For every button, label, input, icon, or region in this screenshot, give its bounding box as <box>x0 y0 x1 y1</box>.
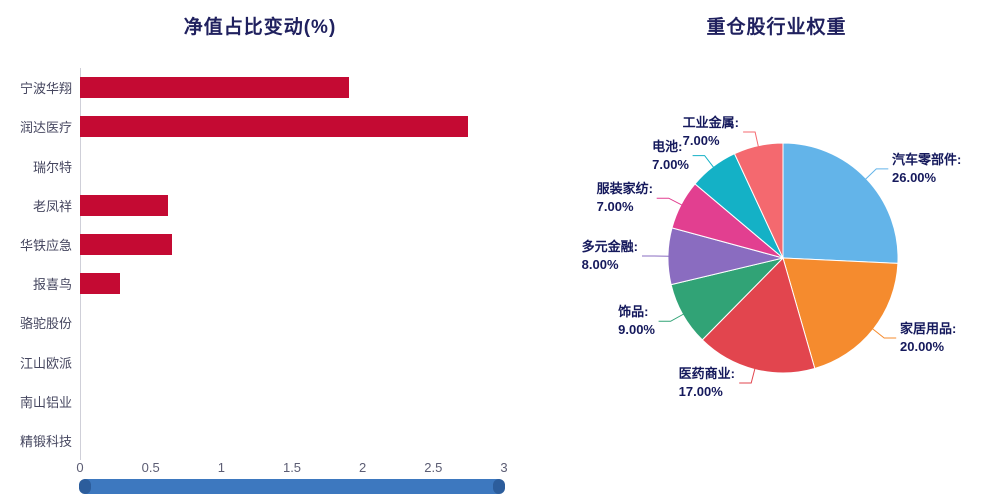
x-tick-label: 1 <box>217 460 225 475</box>
pie-label-value: 8.00% <box>581 257 619 272</box>
bar-chart-title: 净值占比变动(%) <box>183 17 337 38</box>
pie-label-line <box>743 131 760 148</box>
bar-category-label: 润达医疗 <box>19 120 72 136</box>
pie-label: 工业金属: 7.00% <box>683 114 739 150</box>
pie-label-name: 电池: <box>652 138 683 154</box>
pie-label-line <box>739 367 756 384</box>
bar[interactable] <box>80 273 120 295</box>
bar[interactable] <box>80 77 350 99</box>
bar[interactable] <box>80 233 173 255</box>
bar-category-label: 江山欧派 <box>19 355 72 371</box>
pie-label-value: 20.00% <box>900 339 945 354</box>
pie-label-line <box>692 155 715 169</box>
bar-category-label: 报喜鸟 <box>32 277 72 293</box>
x-tick-label: 2 <box>359 460 367 475</box>
pie-label: 多元金融: 8.00% <box>582 238 638 274</box>
x-tick-label: 3 <box>500 460 508 475</box>
x-tick-label: 2.5 <box>424 460 443 475</box>
bar-track <box>80 146 505 185</box>
bar-track <box>80 68 505 107</box>
pie-chart-panel: 重仓股行业权重 汽车零部件: 26.00% 家居用品: 20.00% 医药商业: 17.0… <box>560 0 993 494</box>
bar-category-label: 瑞尔特 <box>32 159 72 175</box>
bar-row: 南山铝业 <box>0 382 505 421</box>
y-axis-line <box>80 68 81 460</box>
pie-label-name: 汽车零部件: <box>892 151 962 167</box>
datazoom-handle-right[interactable] <box>493 479 505 494</box>
pie-label-value: 7.00% <box>652 157 689 172</box>
pie-label: 饰品: 9.00% <box>618 303 655 339</box>
bar-category-label: 南山铝业 <box>19 394 72 410</box>
x-tick-label: 0.5 <box>141 460 160 475</box>
bar-category-label: 骆驼股份 <box>19 316 72 332</box>
pie-label-line <box>871 327 897 339</box>
bar-row: 骆驼股份 <box>0 303 505 342</box>
bar-category-label: 宁波华翔 <box>19 81 72 97</box>
pie-label-name: 饰品: <box>618 303 649 319</box>
pie-label-name: 工业金属: <box>682 114 739 130</box>
pie-label-value: 26.00% <box>892 170 937 185</box>
x-tick-label: 0 <box>76 460 84 475</box>
pie-label-name: 家居用品: <box>900 320 957 336</box>
pie-label-name: 多元金融: <box>581 238 638 254</box>
pie-label-value: 7.00% <box>596 199 634 214</box>
pie-label: 汽车零部件: 26.00% <box>892 151 961 187</box>
pie-label-value: 7.00% <box>682 133 720 148</box>
x-axis-ticks: 0 0.5 1 1.5 2 2.5 3 <box>76 460 508 476</box>
datazoom-handle-left[interactable] <box>79 479 91 494</box>
bar-track <box>80 107 505 146</box>
pie-svg <box>642 131 899 384</box>
pie-label: 电池: 7.00% <box>652 138 689 174</box>
bar-category-label: 老凤祥 <box>32 198 72 214</box>
bar[interactable] <box>80 194 168 216</box>
bar-track <box>80 303 505 342</box>
bar-category-label: 华铁应急 <box>19 237 72 253</box>
pie-chart: 汽车零部件: 26.00% 家居用品: 20.00% 医药商业: 17.00% 饰品: 9.0… <box>560 40 993 494</box>
pie-label-value: 17.00% <box>678 384 723 399</box>
pie-label: 医药商业: 17.00% <box>679 365 735 401</box>
pie-label-name: 医药商业: <box>678 365 735 381</box>
bar-track <box>80 186 505 225</box>
bar-rows: 宁波华翔润达医疗瑞尔特老凤祥华铁应急报喜鸟骆驼股份江山欧派南山铝业精锻科技 <box>0 68 505 460</box>
bar-row: 润达医疗 <box>0 107 505 146</box>
bar-track <box>80 342 505 381</box>
bar-row: 华铁应急 <box>0 225 505 264</box>
pie-label-line <box>864 168 889 181</box>
bar-row: 报喜鸟 <box>0 264 505 303</box>
bar-row: 瑞尔特 <box>0 146 505 185</box>
bar[interactable] <box>80 116 469 138</box>
pie-label-line <box>658 313 685 322</box>
bar-category-label: 精锻科技 <box>19 433 72 449</box>
pie-label-line <box>656 197 684 207</box>
pie-label-value: 9.00% <box>618 322 655 337</box>
bar-row: 老凤祥 <box>0 186 505 225</box>
bar-row: 宁波华翔 <box>0 68 505 107</box>
bar-plot-area: 宁波华翔润达医疗瑞尔特老凤祥华铁应急报喜鸟骆驼股份江山欧派南山铝业精锻科技 <box>0 68 505 460</box>
bar-track <box>80 382 505 421</box>
bar-track <box>80 225 505 264</box>
pie-label-name: 服装家纺: <box>596 180 653 196</box>
x-tick-label: 1.5 <box>282 460 302 475</box>
pie-label: 服装家纺: 7.00% <box>597 180 653 216</box>
datazoom-slider[interactable] <box>79 479 505 494</box>
bar-row: 精锻科技 <box>0 421 505 460</box>
bar-chart-panel: 净值占比变动(%) 宁波华翔润达医疗瑞尔特老凤祥华铁应急报喜鸟骆驼股份江山欧派南… <box>0 17 508 494</box>
bar-track <box>80 421 505 460</box>
bar-row: 江山欧派 <box>0 342 505 381</box>
bar-track <box>80 264 505 303</box>
pie-slice[interactable] <box>782 142 899 264</box>
pie-label: 家居用品: 20.00% <box>900 320 956 356</box>
pie-chart-title: 重仓股行业权重 <box>706 17 847 38</box>
